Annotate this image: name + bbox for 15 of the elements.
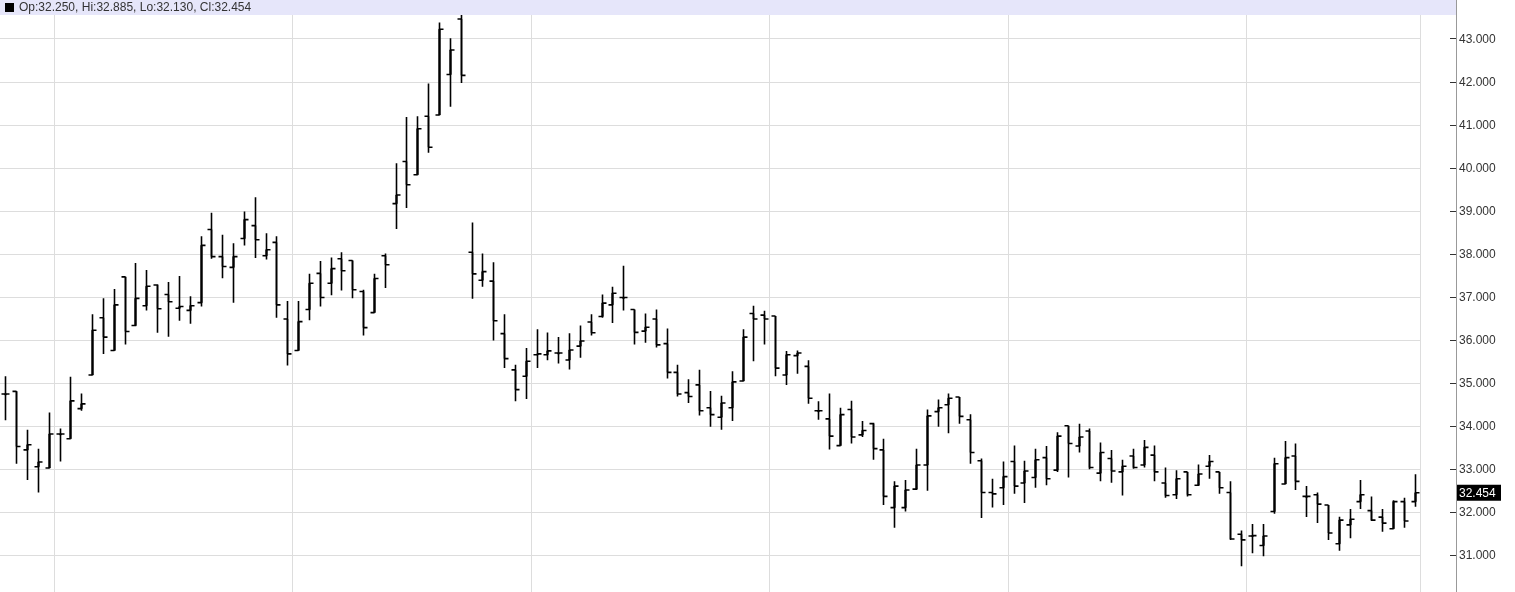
y-tick-label: 32.000: [1459, 505, 1497, 520]
y-tick-label: 41.000: [1459, 117, 1497, 132]
y-tick-label: 39.000: [1459, 203, 1497, 218]
chart-title: Op:32.250, Hi:32.885, Lo:32.130, Cl:32.454: [19, 0, 252, 14]
text: 32.454: [1459, 485, 1497, 500]
y-tick-label: 35.000: [1459, 376, 1497, 391]
y-tick-label: 33.000: [1459, 462, 1497, 477]
y-tick-label: 31.000: [1459, 548, 1497, 563]
y-tick-label: 34.000: [1459, 419, 1497, 434]
y-tick-label: 43.000: [1459, 31, 1497, 46]
y-tick-label: 36.000: [1459, 333, 1497, 348]
y-tick-label: 37.000: [1459, 290, 1497, 305]
y-tick-label: 40.000: [1459, 160, 1497, 175]
y-tick-label: 38.000: [1459, 247, 1497, 262]
y-tick-label: 42.000: [1459, 74, 1497, 89]
